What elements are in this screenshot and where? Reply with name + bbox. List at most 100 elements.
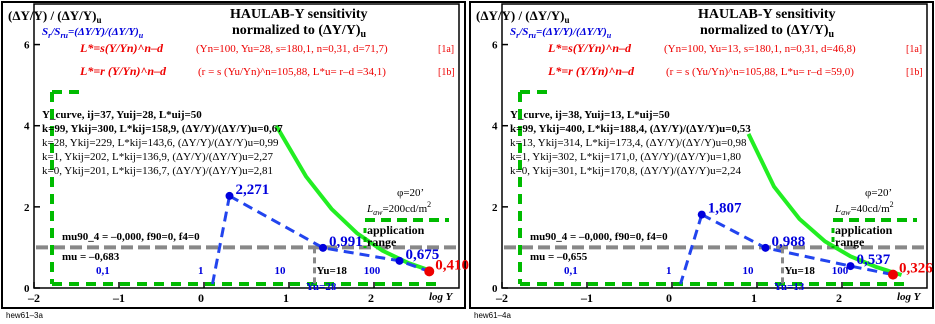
mu-line-1: mu90_4 = –0,000, f90=0, f4=0	[62, 231, 200, 243]
yu-label: Yu=18	[317, 265, 348, 277]
x-tick-label: 0	[666, 291, 672, 305]
point-label: 0,326	[899, 261, 933, 277]
data-point	[888, 269, 898, 280]
data-point	[846, 262, 855, 271]
point-label: 0,537	[857, 252, 891, 268]
point-label: 2,271	[236, 182, 270, 198]
y-tick-label: 6	[492, 40, 498, 52]
data-point	[319, 243, 327, 252]
application-label: application	[367, 223, 425, 237]
phi-label: φ=20’	[397, 187, 424, 199]
x-tick-label: 1	[283, 291, 289, 305]
formula-1: L*=s(Y/Yn)^n–d	[547, 41, 632, 55]
bottom-label: 0,1	[564, 265, 578, 277]
formula-2-params: (r = s (Yu/Yn)^n=105,88, L*u= r–d =34,1)	[198, 66, 386, 78]
center-title-1: HAULAB-Y sensitivity	[698, 7, 836, 22]
application-label: application	[835, 223, 893, 237]
panel-frame	[469, 1, 934, 309]
bottom-label: 100	[364, 265, 381, 277]
point-label: 1,807	[708, 201, 742, 217]
y-tick-label: 6	[24, 40, 30, 52]
bottom-label: 10	[275, 265, 287, 277]
data-point	[424, 266, 435, 277]
y-tick-label: 2	[492, 202, 498, 214]
info-line: k=28, Ykij=229, L*kij=143,6, (ΔY/Y)/(ΔY/…	[42, 137, 279, 149]
center-title-2: normalized to (ΔY/Y)u	[700, 23, 835, 40]
y-tick-label: 4	[492, 121, 498, 133]
sensitivity-curve	[746, 132, 903, 277]
phi-label: φ=20’	[865, 187, 892, 199]
data-point	[761, 243, 770, 252]
bottom-label: 1	[198, 265, 204, 277]
formula-2-tag: [1b]	[438, 67, 455, 78]
bottom-label: 100	[832, 265, 849, 277]
point-label: 0,988	[772, 234, 806, 250]
formula-2: L*=r (Y/Yn)^n–d	[79, 64, 167, 78]
plot-frame	[501, 3, 928, 289]
footer-label: hew61–3a	[6, 311, 43, 320]
bottom-label: 1	[666, 265, 672, 277]
mu-line-2: mu = –0,655	[530, 251, 588, 263]
x-tick-label: 0	[198, 291, 204, 305]
dashed-connector	[701, 213, 894, 277]
x-tick-label: –1	[112, 291, 125, 305]
ratio-title: (ΔY/Y) / (ΔY/Y)u	[476, 8, 570, 25]
info-line: Y_curve, ij=38, Yuij=13, L*uij=50	[510, 109, 670, 121]
x-tick-label: 1	[751, 291, 757, 305]
formula-2-params: (r = s (Yu/Yn)^n=105,88, L*u= r–d =59,0)	[666, 66, 854, 78]
chart-panel-1: 0 2 4 6 –2 –1 0 1 2 log Y (ΔY/Y) / (ΔY/Y)u HAULAB-Y…	[1, 1, 469, 320]
yu-label-2: Yu=13	[774, 281, 805, 293]
ratio-title: (ΔY/Y) / (ΔY/Y)u	[8, 8, 102, 25]
y-tick-label: 4	[24, 121, 30, 133]
dashed-connector	[228, 194, 430, 273]
formula-1-params: (Yn=100, Yu=28, s=180,1, n=0,31, d=71,7)	[196, 43, 388, 55]
data-point	[395, 256, 404, 265]
panel-frame	[1, 1, 466, 309]
mu-line-1: mu90_4 = –0,000, f90=0, f4=0	[530, 231, 668, 243]
x-axis-title: log Y	[429, 291, 454, 303]
chart-panel-2: 0 2 4 6 –2 –1 0 1 2 log Y (ΔY/Y) / (ΔY/Y)u HAULAB-Y…	[469, 1, 934, 320]
bottom-label: 0,1	[96, 265, 110, 277]
y-tick-label: 0	[24, 283, 30, 295]
info-line: k=99, Ykij=400, L*kij=188,4, (ΔY/Y)/(ΔY/…	[510, 123, 751, 135]
plot-frame	[33, 3, 460, 289]
info-line: k=0, Ykij=301, L*kij=170,8, (ΔY/Y)/(ΔY/Y…	[510, 165, 742, 177]
formula-1-params: (Yn=100, Yu=13, s=180,1, n=0,31, d=46,8)	[664, 43, 856, 55]
law-label: Law=200cd/m2	[366, 200, 431, 217]
formula-2: L*=r (Y/Yn)^n–d	[547, 64, 635, 78]
range-label: range	[367, 235, 397, 249]
info-line: k=13, Ykij=314, L*kij=173,4, (ΔY/Y)/(ΔY/…	[510, 137, 747, 149]
mu-line-2: mu = –0,683	[62, 251, 120, 263]
x-tick-label: 2	[368, 291, 374, 305]
bottom-label: 10	[743, 265, 755, 277]
yu-label-2: Yu=28	[306, 281, 337, 293]
x-tick-label: –2	[495, 291, 508, 305]
sr-label: Sr/Sru=(ΔY/Y)/(ΔY/Y)u	[510, 26, 612, 40]
info-line: k=1, Ykij=302, L*kij=171,0, (ΔY/Y)/(ΔY/Y…	[510, 151, 742, 163]
dashed-drop	[679, 214, 704, 285]
center-title-2: normalized to (ΔY/Y)u	[232, 23, 367, 40]
info-line: k=99, Ykij=300, L*kij=158,9, (ΔY/Y)/(ΔY/…	[42, 123, 283, 135]
x-tick-label: –2	[27, 291, 40, 305]
x-tick-label: –1	[580, 291, 593, 305]
formula-1: L*=s(Y/Yn)^n–d	[79, 41, 164, 55]
law-label: Law=40cd/m2	[834, 200, 894, 217]
x-tick-label: 2	[836, 291, 842, 305]
sr-label: Sr/Sru=(ΔY/Y)/(ΔY/Y)u	[42, 26, 144, 40]
point-label: 0,675	[406, 247, 440, 263]
info-line: k=0, Ykij=201, L*kij=136,7, (ΔY/Y)/(ΔY/Y…	[42, 165, 273, 177]
y-tick-label: 0	[492, 283, 498, 295]
point-label: 0,991	[329, 234, 363, 250]
formula-1-tag: [1a]	[438, 44, 454, 55]
data-point	[697, 210, 706, 219]
range-label: range	[835, 235, 865, 249]
info-line: Y_curve, ij=37, Yuij=28, L*uij=50	[42, 109, 202, 121]
formula-2-tag: [1b]	[906, 67, 923, 78]
data-point	[225, 191, 234, 200]
x-axis-title: log Y	[897, 291, 922, 303]
footer-label: hew61–4a	[474, 311, 511, 320]
yu-label: Yu=18	[785, 265, 816, 277]
center-title-1: HAULAB-Y sensitivity	[230, 7, 368, 22]
info-line: k=1, Ykij=202, L*kij=136,9, (ΔY/Y)/(ΔY/Y…	[42, 151, 274, 163]
